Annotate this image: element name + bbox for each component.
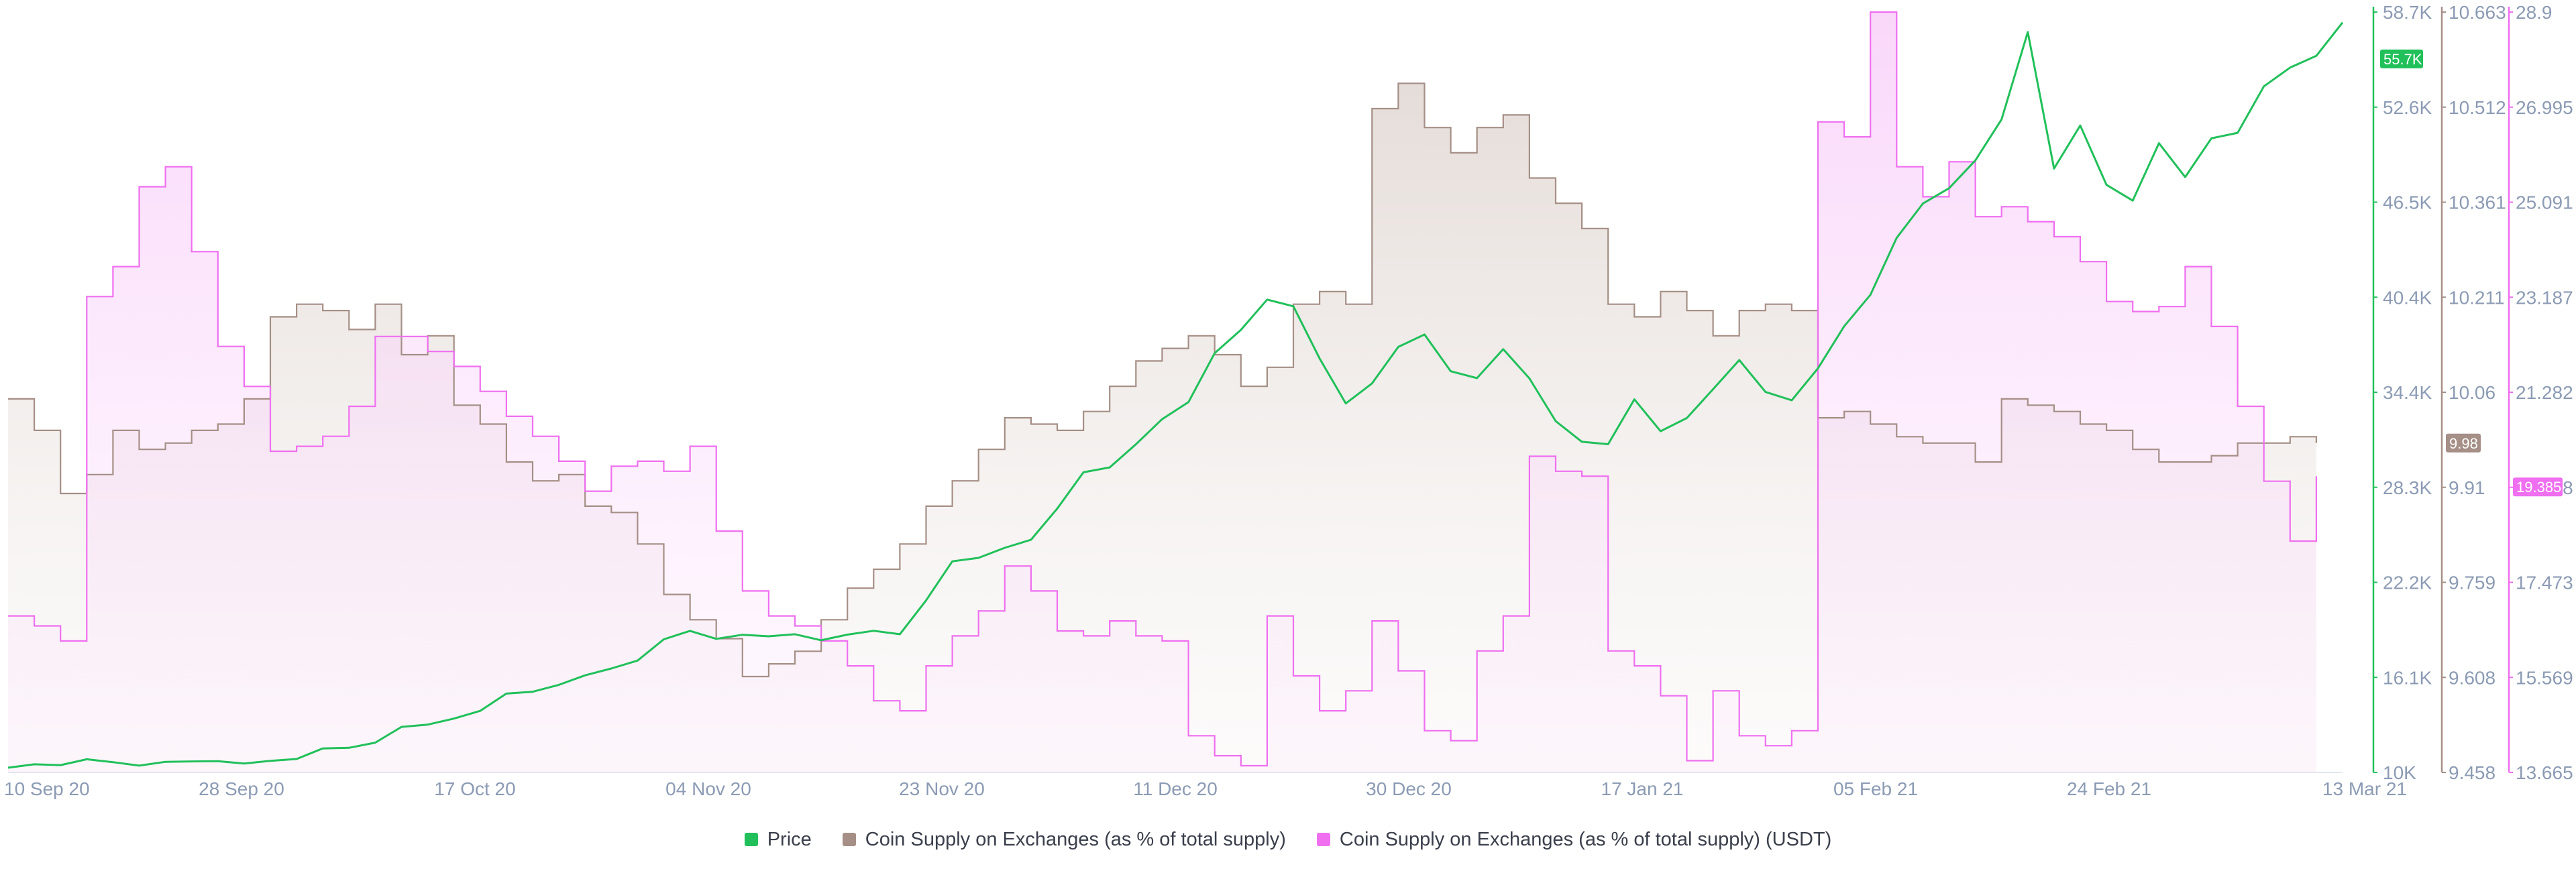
price-axis-label: 34.4K — [2383, 382, 2432, 403]
supply-axis-label: 9.458 — [2449, 762, 2496, 783]
supply-axis-label: 10.663 — [2449, 2, 2506, 23]
supply-line — [8, 82, 2317, 678]
supply-axis-label: 10.512 — [2449, 97, 2506, 118]
price-axis-label: 52.6K — [2383, 97, 2432, 118]
legend-label-price: Price — [767, 828, 812, 850]
supply-usdt-axis-label: 25.091 — [2516, 192, 2573, 213]
supply-axis-label: 10.06 — [2449, 382, 2496, 403]
supply-usdt-axis-label: 26.995 — [2516, 97, 2573, 118]
supply-usdt-current-badge: 19.385 — [2513, 477, 2563, 497]
supply-axis-label: 9.608 — [2449, 667, 2496, 688]
x-tick-label: 23 Nov 20 — [899, 778, 985, 799]
supply-usdt-current-badge-bg — [2513, 477, 2563, 497]
supply-current-badge-bg — [2446, 433, 2481, 453]
supply-usdt-axis-label: 23.187 — [2516, 287, 2573, 308]
legend-label-supply: Coin Supply on Exchanges (as % of total … — [865, 828, 1286, 850]
area-layer — [8, 12, 2316, 772]
supply-usdt-line — [8, 11, 2317, 767]
price-axis-label: 58.7K — [2383, 2, 2432, 23]
supply-axis-label: 10.211 — [2449, 287, 2505, 308]
legend-label-supply-usdt: Coin Supply on Exchanges (as % of total … — [1339, 828, 1832, 850]
supply-axis-label: 10.361 — [2449, 192, 2506, 213]
price-axis-label: 46.5K — [2383, 192, 2432, 213]
x-tick-label: 04 Nov 20 — [665, 778, 751, 799]
supply-usdt-area — [8, 12, 2316, 772]
x-tick-label: 28 Sep 20 — [199, 778, 284, 799]
supply-axis-label: 9.759 — [2449, 573, 2496, 593]
x-tick-label: 11 Dec 20 — [1133, 778, 1218, 799]
x-tick-label: 10 Sep 20 — [4, 778, 90, 799]
supply-usdt-axis-label: 28.9 — [2516, 2, 2553, 23]
badge-layer: 55.7K 9.98 19.385 — [2380, 49, 2563, 497]
chart-legend: Price Coin Supply on Exchanges (as % of … — [0, 823, 2576, 856]
price-axis-label: 16.1K — [2383, 667, 2432, 688]
x-tick-label: 24 Feb 21 — [2067, 778, 2151, 799]
x-tick-label: 17 Oct 20 — [434, 778, 515, 799]
supply-axis-label: 9.91 — [2449, 477, 2485, 498]
price-axis-label: 40.4K — [2383, 287, 2432, 308]
price-line — [7, 21, 2344, 769]
price-current-badge-text: 55.7K — [2383, 51, 2422, 68]
x-tick-label: 30 Dec 20 — [1366, 778, 1452, 799]
legend-item-price[interactable]: Price — [744, 828, 812, 851]
supply-usdt-axis-label: 15.569 — [2516, 667, 2573, 688]
supply-usdt-current-badge-text: 19.385 — [2516, 479, 2561, 495]
price-axis-label: 10K — [2383, 762, 2416, 783]
legend-swatch-supply-usdt — [1316, 833, 1330, 846]
supply-usdt-axis-label: 17.473 — [2516, 573, 2573, 593]
x-tick-label: 13 Mar 21 — [2322, 778, 2407, 799]
price-current-badge-bg — [2380, 49, 2423, 68]
price-current-badge: 55.7K — [2380, 49, 2423, 68]
price-axis-label: 22.2K — [2383, 573, 2432, 593]
legend-item-supply-usdt[interactable]: Coin Supply on Exchanges (as % of total … — [1316, 828, 1832, 851]
legend-swatch-price — [744, 833, 758, 846]
axis-layer: 10 Sep 20 28 Sep 20 17 Oct 20 04 Nov 20 23 N… — [4, 2, 2573, 799]
supply-usdt-axis-label: 21.282 — [2516, 382, 2573, 403]
price-axis-label: 28.3K — [2383, 477, 2432, 498]
line-layer — [7, 11, 2344, 769]
legend-swatch-supply — [842, 833, 856, 846]
supply-current-badge-text: 9.98 — [2449, 435, 2478, 452]
x-tick-label: 05 Feb 21 — [1833, 778, 1918, 799]
supply-usdt-axis-label: 13.665 — [2516, 762, 2573, 783]
legend-item-supply[interactable]: Coin Supply on Exchanges (as % of total … — [842, 828, 1286, 851]
x-tick-label: 17 Jan 21 — [1601, 778, 1684, 799]
supply-current-badge: 9.98 — [2446, 433, 2481, 453]
